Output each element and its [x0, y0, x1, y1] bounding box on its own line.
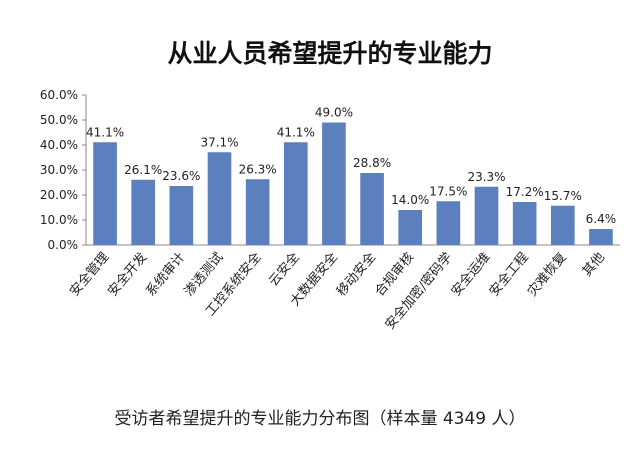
- y-tick-label: 30.0%: [40, 163, 78, 177]
- bar-value-label: 15.7%: [544, 189, 582, 203]
- value-labels: 41.1%26.1% 23.6%37.1%26.3%41.1%49.0%28.8%…: [86, 106, 616, 227]
- bar-value-label: 23.3%: [467, 170, 505, 184]
- bar: [245, 179, 270, 245]
- bar-value-label: 26.1%: [124, 163, 162, 177]
- y-tick-label: 0.0%: [48, 238, 79, 252]
- bar: [589, 229, 613, 245]
- x-category-label: 移动安全: [333, 249, 379, 299]
- y-tick-label: 50.0%: [40, 113, 78, 127]
- bar: [207, 152, 232, 245]
- bars: [93, 122, 613, 245]
- bar-value-label: 14.0%: [391, 193, 429, 207]
- bar-value-label: 28.8%: [353, 156, 391, 170]
- chart-title: 从业人员希望提升的专业能力: [167, 39, 492, 68]
- x-category-label: 灾难恢复: [524, 249, 570, 299]
- bar: [360, 173, 384, 245]
- bar: [93, 142, 117, 245]
- x-category-label: 系统审计: [143, 250, 188, 299]
- bar: [131, 179, 156, 245]
- y-tick-label: 60.0%: [40, 88, 78, 102]
- bar-value-label: 41.1%: [277, 125, 315, 139]
- x-category-label: 安全工程: [486, 249, 532, 299]
- x-category-label: 安全管理: [66, 249, 112, 299]
- figure-caption: 受访者希望提升的专业能力分布图（样本量 4349 人）: [114, 409, 526, 429]
- bar-value-label: 49.0%: [315, 106, 353, 120]
- bar: [169, 186, 194, 245]
- bar-value-label: 37.1%: [200, 135, 238, 149]
- y-tick-label: 20.0%: [40, 188, 78, 202]
- x-category-label: 安全开发: [105, 249, 151, 299]
- y-tick-label: 10.0%: [40, 213, 78, 227]
- bar: [512, 202, 537, 245]
- bar: [398, 210, 423, 245]
- y-tick-label: 40.0%: [40, 138, 78, 152]
- bar-value-label: 6.4%: [586, 212, 617, 226]
- bar-value-label: 17.2%: [506, 185, 544, 199]
- x-category-label: 云安全: [266, 249, 303, 289]
- x-category-label: 其他: [580, 250, 608, 280]
- x-category-label: 安全运维: [448, 249, 494, 299]
- bar-value-label: 23.6%: [162, 169, 200, 183]
- bar-value-label: 26.3%: [239, 162, 277, 176]
- bar: [474, 186, 499, 245]
- bar: [550, 205, 575, 245]
- bar-value-label: 17.5%: [429, 184, 467, 198]
- x-category-label: 安全加密/密码学: [382, 249, 456, 332]
- bar: [436, 201, 461, 245]
- bar: [283, 142, 308, 245]
- bar-chart: 从业人员希望提升的专业能力 0.0% 10.0% 20.0% 30.0% 40.0% 50…: [40, 39, 620, 333]
- bar-value-label: 41.1%: [86, 125, 124, 139]
- bar: [322, 122, 346, 245]
